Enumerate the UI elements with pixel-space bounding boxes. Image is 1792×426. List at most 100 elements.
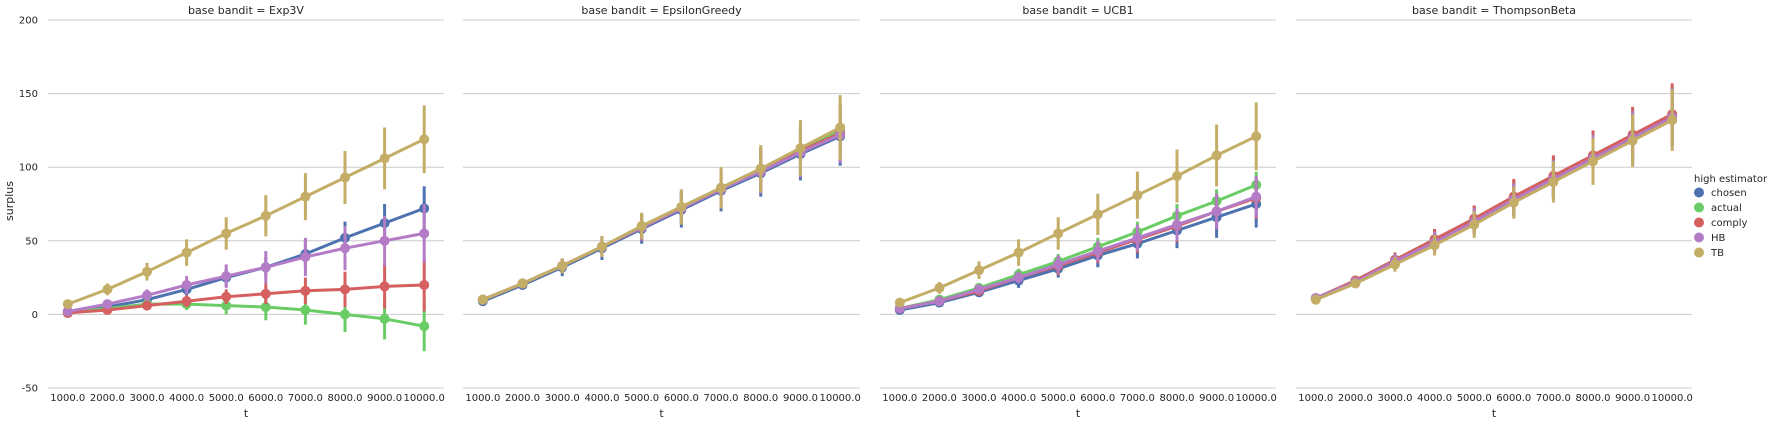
- x-tick-label-4000-0: 4000.0: [1417, 393, 1452, 404]
- series-hb: [1310, 87, 1678, 304]
- x-tick-label-4000-0: 4000.0: [1001, 393, 1036, 404]
- x-tick-label-10000-0: 10000.0: [1236, 393, 1277, 404]
- point-tb: [1667, 115, 1678, 126]
- legend-entry-actual: actual: [1694, 202, 1742, 214]
- series-tb: [477, 95, 846, 305]
- x-tick-label-7000-0: 7000.0: [1120, 393, 1155, 404]
- point-hb: [260, 262, 271, 273]
- point-tb: [557, 260, 568, 271]
- point-actual: [221, 300, 232, 311]
- x-tick-label-10000-0: 10000.0: [1652, 393, 1693, 404]
- point-hb: [419, 228, 430, 239]
- x-tick-label-1000-0: 1000.0: [465, 393, 500, 404]
- legend-label-hb: HB: [1711, 233, 1726, 244]
- series-actual: [477, 103, 846, 305]
- point-tb: [974, 265, 984, 276]
- series-comply: [62, 258, 430, 318]
- x-tick-label-6000-0: 6000.0: [1080, 393, 1115, 404]
- point-tb: [1390, 259, 1400, 270]
- x-tick-label-8000-0: 8000.0: [328, 393, 363, 404]
- y-tick-label-50: -50: [22, 384, 38, 395]
- y-tick-labels: -50 0 50 100 150 200: [19, 16, 38, 395]
- legend-entry-comply: comply: [1694, 217, 1747, 229]
- x-tick-label-9000-0: 9000.0: [783, 393, 818, 404]
- point-hb: [102, 299, 113, 310]
- facet-title-exp3v: base bandit = Exp3V: [188, 4, 304, 17]
- legend-marker-tb: [1694, 247, 1704, 258]
- point-tb: [835, 122, 846, 133]
- legend-entry-chosen: chosen: [1694, 187, 1747, 199]
- point-hb: [142, 290, 152, 301]
- point-tb: [1092, 209, 1103, 220]
- facet-title-thompsonbeta: base bandit = ThompsonBeta: [1412, 4, 1576, 17]
- x-tick-label-4000-0: 4000.0: [169, 393, 204, 404]
- point-hb: [1013, 272, 1024, 283]
- point-hb: [974, 284, 984, 295]
- x-tick-label-7000-0: 7000.0: [288, 393, 323, 404]
- x-tick-label-1000-0: 1000.0: [882, 393, 917, 404]
- x-tick-label-5000-0: 5000.0: [1457, 393, 1492, 404]
- point-tb: [1211, 150, 1222, 161]
- point-tb: [102, 284, 113, 295]
- x-tick-labels: 1000.0 2000.0 3000.0 4000.0 5000.0 6000.0 7000…: [882, 393, 1277, 404]
- series-comply: [894, 177, 1262, 314]
- legend-label-tb: TB: [1710, 248, 1724, 259]
- point-tb: [260, 210, 271, 221]
- x-tick-label-5000-0: 5000.0: [1041, 393, 1076, 404]
- point-comply: [300, 285, 311, 296]
- point-tb: [1310, 294, 1321, 305]
- series-comply: [1310, 83, 1678, 304]
- x-tick-label-3000-0: 3000.0: [545, 393, 580, 404]
- point-tb: [894, 297, 905, 308]
- point-tb: [477, 294, 488, 305]
- x-axis-label: t: [1076, 407, 1081, 420]
- panel-thompsonbeta: base bandit = ThompsonBeta 1000.0 2000.0 30…: [1296, 4, 1693, 420]
- x-tick-label-7000-0: 7000.0: [1536, 393, 1571, 404]
- legend-label-chosen: chosen: [1711, 188, 1747, 199]
- x-tick-labels: 1000.0 2000.0 3000.0 4000.0 5000.0 6000.0 7000…: [1298, 393, 1693, 404]
- point-tb: [1013, 247, 1024, 258]
- x-tick-label-8000-0: 8000.0: [1576, 393, 1611, 404]
- series-tb: [62, 105, 430, 310]
- point-hb: [1251, 191, 1262, 202]
- series-actual: [894, 171, 1262, 314]
- x-axis-label: t: [1492, 407, 1497, 420]
- point-tb: [596, 241, 607, 252]
- point-tb: [1429, 240, 1440, 251]
- x-tick-label-9000-0: 9000.0: [367, 393, 402, 404]
- point-tb: [1132, 190, 1143, 201]
- legend-label-comply: comply: [1711, 218, 1747, 229]
- x-tick-label-6000-0: 6000.0: [1496, 393, 1531, 404]
- x-tick-label-4000-0: 4000.0: [584, 393, 619, 404]
- point-actual: [260, 302, 271, 313]
- point-hb: [1092, 246, 1103, 257]
- point-hb: [1172, 219, 1182, 230]
- legend-marker-chosen: [1694, 187, 1704, 198]
- x-tick-label-9000-0: 9000.0: [1199, 393, 1234, 404]
- series-line-tb: [898, 134, 1258, 305]
- y-tick-label-50: 50: [25, 236, 38, 247]
- point-tb: [142, 266, 152, 277]
- point-tb: [1469, 219, 1480, 230]
- x-tick-label-10000-0: 10000.0: [404, 393, 445, 404]
- point-hb: [1053, 259, 1064, 270]
- series-hb: [894, 176, 1262, 314]
- point-actual: [300, 304, 311, 315]
- point-tb: [716, 182, 727, 193]
- x-tick-label-9000-0: 9000.0: [1615, 393, 1650, 404]
- x-tick-label-8000-0: 8000.0: [1160, 393, 1195, 404]
- x-tick-label-8000-0: 8000.0: [743, 393, 778, 404]
- point-hb: [340, 243, 350, 254]
- y-tick-label-150: 150: [19, 89, 38, 100]
- point-tb: [755, 163, 766, 174]
- legend-marker-actual: [1694, 202, 1704, 213]
- x-tick-label-6000-0: 6000.0: [664, 393, 699, 404]
- x-tick-label-3000-0: 3000.0: [962, 393, 997, 404]
- series-chosen: [894, 180, 1262, 315]
- point-comply: [181, 296, 192, 307]
- point-actual: [419, 321, 430, 332]
- point-comply: [142, 300, 152, 311]
- series-line-hb: [66, 231, 426, 313]
- point-hb: [1211, 206, 1222, 217]
